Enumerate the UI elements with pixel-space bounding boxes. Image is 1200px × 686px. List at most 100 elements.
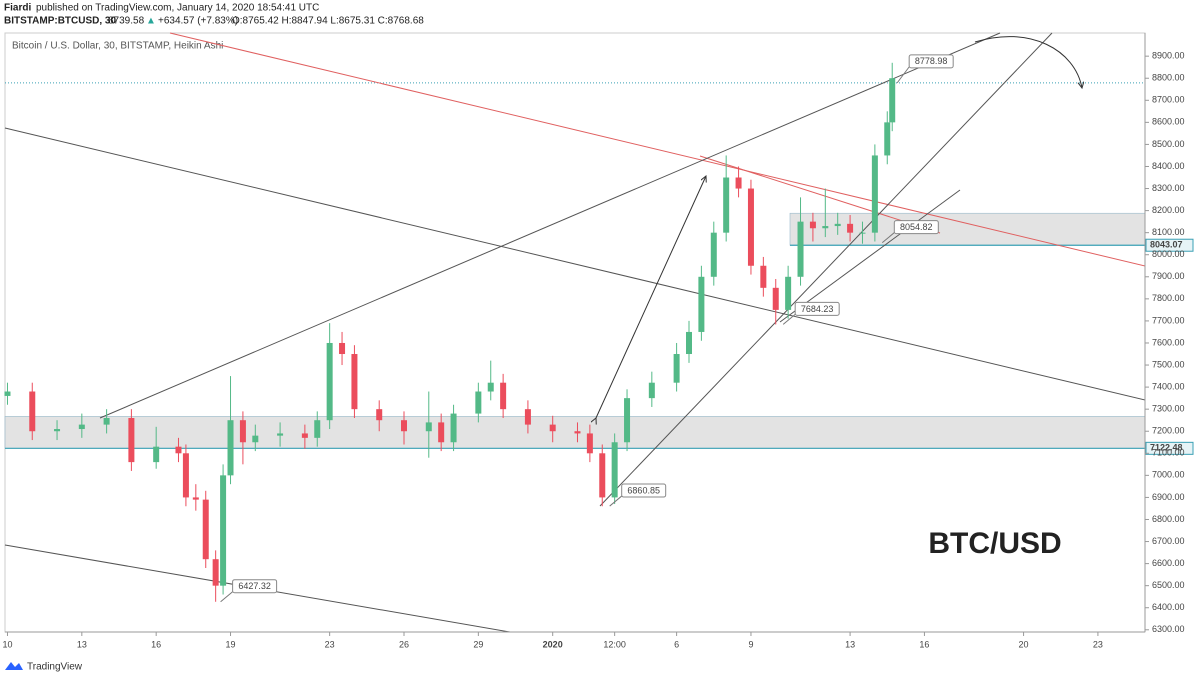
y-tick-label: 8100.00 xyxy=(1152,227,1185,237)
candle-body xyxy=(760,265,767,288)
logo-icon xyxy=(5,662,23,670)
candle-body xyxy=(326,342,333,421)
y-tick-label: 8900.00 xyxy=(1152,51,1185,61)
candle-body xyxy=(438,422,445,443)
callout-pointer xyxy=(782,314,796,325)
y-tick-label: 6300.00 xyxy=(1152,624,1185,634)
candle-body xyxy=(624,398,631,443)
trend-line xyxy=(599,32,1053,507)
last-price: 8739.58 xyxy=(108,16,145,27)
candle-body xyxy=(549,424,556,432)
candle-body xyxy=(847,223,854,233)
candle-body xyxy=(648,382,655,399)
candle-body xyxy=(202,499,209,560)
y-tick-label: 8000.00 xyxy=(1152,249,1185,259)
candle-body xyxy=(475,391,482,414)
candle-body xyxy=(376,409,383,421)
y-tick-label: 8400.00 xyxy=(1152,161,1185,171)
candle-body xyxy=(4,391,11,396)
y-tick-label: 8300.00 xyxy=(1152,183,1185,193)
x-tick-label: 20 xyxy=(1019,639,1029,649)
trend-line xyxy=(99,32,1001,419)
callout-box xyxy=(794,301,840,316)
callout-pointer xyxy=(220,591,233,603)
candle-body xyxy=(182,453,189,498)
candle-body xyxy=(822,226,829,229)
y-tick-label: 7200.00 xyxy=(1152,426,1185,436)
x-tick-label: 9 xyxy=(748,639,753,649)
callout-pointer xyxy=(896,66,910,84)
y-tick-label: 8500.00 xyxy=(1152,139,1185,149)
y-tick-label: 7300.00 xyxy=(1152,404,1185,414)
trend-line xyxy=(4,127,1146,401)
candle-body xyxy=(212,559,219,586)
level-tag xyxy=(1145,441,1194,455)
x-tick-label: 2020 xyxy=(543,639,563,649)
candle-body xyxy=(239,420,246,443)
candle-body xyxy=(450,413,457,443)
y-tick-label: 6500.00 xyxy=(1152,580,1185,590)
callout-label: 8054.82 xyxy=(900,222,933,232)
candle-body xyxy=(747,188,754,266)
candle-body xyxy=(153,446,160,463)
candle-body xyxy=(351,354,358,410)
candle-body xyxy=(772,287,779,310)
candle-body xyxy=(889,78,896,123)
callout-box xyxy=(908,54,954,69)
y-tick-label: 8600.00 xyxy=(1152,117,1185,127)
y-tick-label: 7000.00 xyxy=(1152,470,1185,480)
candle-body xyxy=(599,453,606,498)
y-tick-label: 7900.00 xyxy=(1152,271,1185,281)
candle-body xyxy=(192,497,199,500)
x-tick-label: 6 xyxy=(674,639,679,649)
callout-label: 6860.85 xyxy=(627,485,660,495)
candle-body xyxy=(797,221,804,277)
x-tick-label: 13 xyxy=(845,639,855,649)
callout-label: 6427.32 xyxy=(238,581,271,591)
callout-box xyxy=(893,220,939,235)
candle-body xyxy=(339,342,346,355)
callout-box xyxy=(621,483,667,498)
candle-body xyxy=(78,424,85,430)
candle-body xyxy=(735,177,742,189)
candle-body xyxy=(401,420,407,432)
candle-body xyxy=(785,276,792,310)
candle-body xyxy=(301,433,308,438)
plot-area xyxy=(4,32,1146,633)
x-tick-label: 29 xyxy=(473,639,483,649)
candle-body xyxy=(128,417,135,463)
candle-body xyxy=(859,232,866,234)
callout-label: 8778.98 xyxy=(915,56,948,66)
candle-body xyxy=(487,382,494,392)
ohlc: O:8765.42 H:8847.94 L:8675.31 C:8768.68 xyxy=(232,16,424,27)
y-tick-label: 8800.00 xyxy=(1152,73,1185,83)
chart-title: Bitcoin / U.S. Dollar, 30, BITSTAMP, Hei… xyxy=(12,41,223,52)
brand: TradingView xyxy=(27,662,83,673)
y-tick-label: 8700.00 xyxy=(1152,95,1185,105)
trend-line xyxy=(779,189,961,323)
candle-body xyxy=(698,276,705,332)
candle-body xyxy=(884,122,891,156)
candle-body xyxy=(277,433,284,436)
y-tick-label: 7400.00 xyxy=(1152,381,1185,391)
candle-body xyxy=(809,221,816,229)
candle-body xyxy=(871,155,878,233)
change-arrow: ▲ xyxy=(146,16,156,27)
candle-body xyxy=(425,422,432,432)
y-tick-label: 7500.00 xyxy=(1152,359,1185,369)
candle-body xyxy=(834,223,841,227)
candle-body xyxy=(103,417,110,425)
callout-box xyxy=(232,579,278,594)
level-tag xyxy=(1145,238,1194,252)
x-tick-label: 26 xyxy=(399,639,409,649)
zone xyxy=(789,212,1146,246)
y-tick-label: 6800.00 xyxy=(1152,514,1185,524)
x-tick-label: 12:00 xyxy=(603,639,626,649)
author: Fiardi xyxy=(4,3,31,14)
change: +634.57 (+7.83%) xyxy=(158,16,238,27)
y-tick-label: 8200.00 xyxy=(1152,205,1185,215)
candle-body xyxy=(29,391,36,432)
y-tick-label: 6400.00 xyxy=(1152,602,1185,612)
candle-body xyxy=(252,435,259,443)
